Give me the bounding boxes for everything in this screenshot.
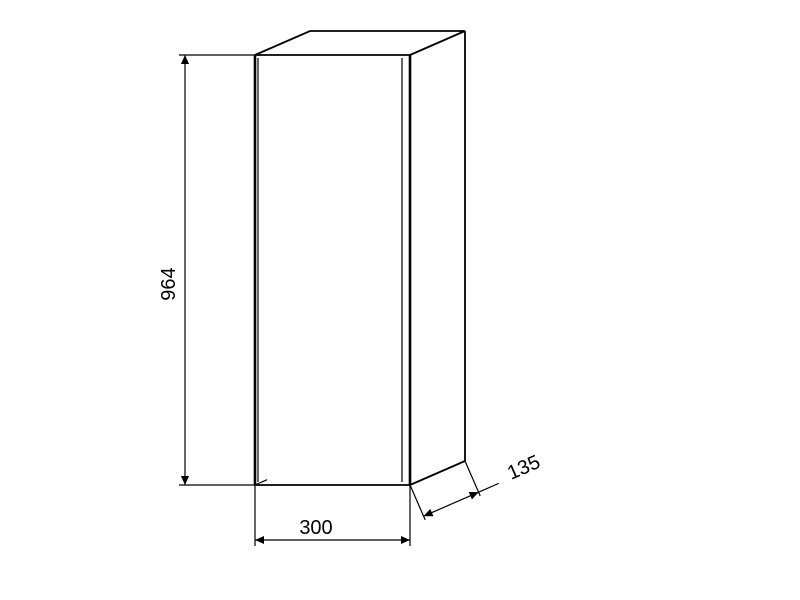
dim-line-depth-leader — [479, 483, 499, 492]
dim-label-depth: 135 — [504, 451, 543, 485]
ext-line-depth-far — [465, 461, 480, 496]
top-oblique-face — [255, 31, 465, 55]
arrowhead — [401, 536, 410, 544]
dim-label-height: 964 — [158, 267, 180, 300]
ext-line-depth-near — [410, 485, 425, 520]
bottom-right-oblique — [410, 461, 465, 485]
arrowhead — [181, 55, 189, 64]
arrowhead — [181, 476, 189, 485]
dim-line-depth — [424, 492, 479, 516]
dim-label-width: 300 — [299, 517, 332, 539]
arrowhead — [255, 536, 264, 544]
